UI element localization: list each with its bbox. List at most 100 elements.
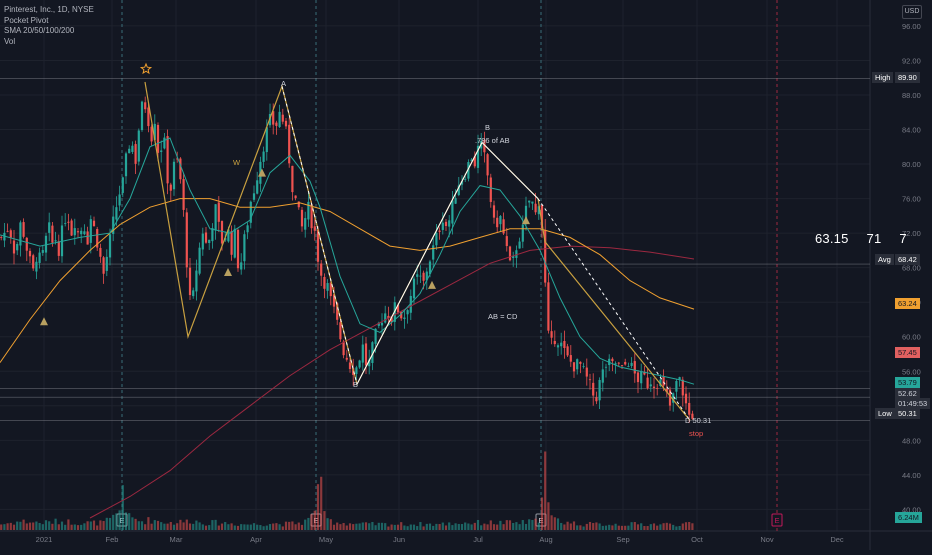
readout-value-2: 71 [866, 231, 882, 246]
volume-bar [460, 524, 464, 530]
volume-bar [540, 497, 544, 530]
volume-bar [361, 522, 364, 530]
candle-body [204, 232, 208, 243]
volume-bar [588, 521, 592, 530]
candle-body [137, 130, 140, 162]
candle-body [563, 341, 566, 349]
candle-body [198, 247, 201, 274]
candle-body [416, 274, 419, 277]
volume-bar [560, 522, 563, 530]
countdown-tag: 01:49:53 [895, 398, 931, 409]
candle-body [73, 228, 76, 236]
candle-body [32, 255, 35, 269]
candle-body [236, 229, 240, 269]
retrace-label: .786 of AB [475, 136, 510, 145]
candle-body [115, 207, 118, 220]
candle-body [505, 236, 508, 247]
volume-bar [83, 523, 86, 530]
volume-bar [243, 524, 246, 530]
volume-bar [64, 524, 67, 530]
volume-bar [502, 524, 505, 530]
volume-bar [464, 522, 467, 530]
volume-bar [611, 525, 614, 530]
candle-body [208, 239, 211, 244]
candle-body [377, 322, 380, 326]
volume-bar [380, 522, 384, 530]
candle-body [188, 267, 192, 296]
candle-body [172, 161, 176, 190]
volume-bar [409, 524, 412, 530]
candle-body [339, 322, 342, 340]
candle-body [662, 376, 665, 386]
volume-bar [496, 524, 499, 530]
y-tick-label: 84.00 [902, 126, 921, 135]
candle-body [124, 153, 128, 177]
candle-body [470, 159, 473, 162]
candle-body [691, 413, 694, 419]
volume-bar [92, 520, 96, 530]
candle-body [48, 222, 51, 233]
volume-bar [246, 524, 249, 530]
candle-body [156, 124, 160, 153]
candle-body [160, 150, 163, 152]
candle-body [105, 256, 108, 271]
candle-body [252, 193, 256, 200]
volume-bar [451, 525, 454, 530]
volume-bar [364, 522, 368, 530]
volume-bar [531, 519, 534, 530]
x-tick-label: Sep [616, 535, 629, 544]
legend-symbol[interactable]: Pinterest, Inc., 1D, NYSE [4, 5, 94, 14]
volume-bar [387, 526, 390, 530]
legend-indicator-volume[interactable]: Vol [4, 36, 16, 46]
volume-bar [617, 525, 620, 530]
volume-bar [448, 522, 451, 530]
volume-bar [508, 520, 512, 530]
candle-body [566, 346, 569, 356]
volume-bar [115, 513, 118, 530]
volume-bar [662, 523, 665, 530]
volume-bar [499, 520, 502, 530]
volume-bar [467, 523, 470, 530]
y-tick-label: 72.00 [902, 229, 921, 238]
volume-bar [384, 523, 387, 530]
zigzag-line [144, 81, 691, 421]
candle-body [326, 283, 329, 291]
volume-bar [224, 522, 227, 530]
volume-bar [438, 524, 441, 530]
sma50-value-tag: 63.24 [895, 298, 920, 309]
candle-body [297, 201, 300, 208]
volume-bar [374, 525, 377, 530]
candle-body [336, 303, 339, 320]
candle-body [550, 331, 553, 338]
candle-body [144, 102, 147, 110]
candle-body [646, 377, 649, 389]
earnings-marker-label: E [774, 516, 779, 525]
candle-body [38, 252, 41, 263]
candle-body [556, 345, 560, 348]
candle-body [217, 202, 220, 222]
legend-indicator-pocket-pivot[interactable]: Pocket Pivot [4, 15, 49, 25]
volume-bar [636, 524, 640, 530]
volume-bar [96, 525, 99, 530]
volume-bar [524, 523, 528, 530]
legend-indicator-sma[interactable]: SMA 20/50/100/200 [4, 26, 75, 35]
candle-body [633, 361, 636, 374]
candle-body [422, 272, 425, 281]
candle-body [604, 366, 608, 368]
y-tick-label: 40.00 [902, 505, 921, 514]
candle-body [624, 361, 627, 365]
harmonic-pattern-line [481, 142, 539, 199]
candle-body [384, 313, 387, 323]
candle-body [112, 216, 115, 234]
volume-bar [489, 520, 492, 530]
volume-bar [563, 524, 566, 530]
currency-button[interactable]: USD [902, 5, 922, 19]
y-tick-label: 48.00 [902, 436, 921, 445]
volume-bar [233, 525, 236, 530]
volume-bar [425, 523, 428, 530]
volume-bar [131, 517, 134, 530]
candle-body [435, 232, 438, 246]
candle-body [51, 225, 54, 243]
